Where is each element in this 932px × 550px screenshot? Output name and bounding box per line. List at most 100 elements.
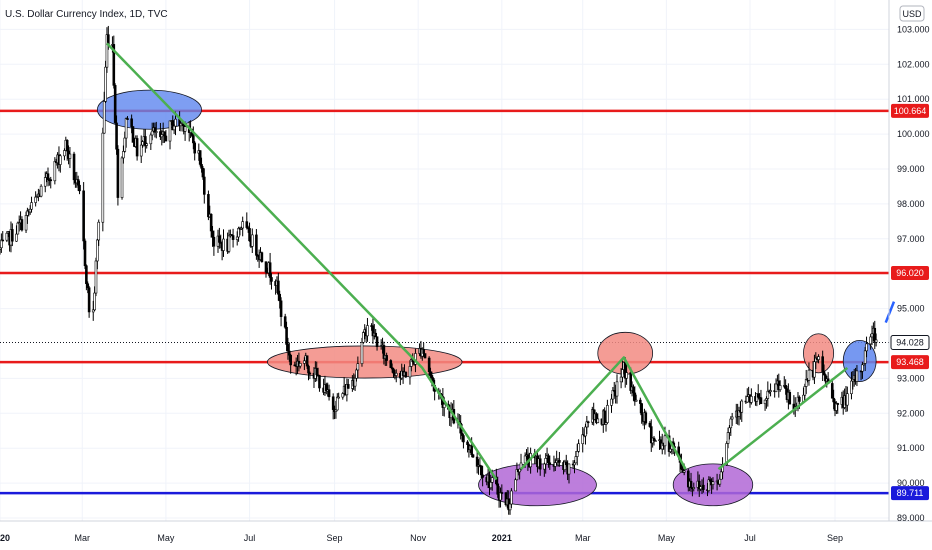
price-tag-label: 93.468 <box>896 357 924 367</box>
currency-button[interactable]: USD <box>899 5 925 22</box>
price-tick-label: 101.000 <box>897 94 930 104</box>
candle-body <box>255 234 258 256</box>
trend-line[interactable] <box>106 42 498 481</box>
candle-body <box>172 125 176 131</box>
candle-body <box>356 363 360 371</box>
candle-body <box>750 396 753 403</box>
candle-body <box>144 136 147 146</box>
candle-body <box>16 222 20 235</box>
candle-body <box>807 369 811 381</box>
candle-body <box>346 384 350 389</box>
candle-body <box>145 143 149 146</box>
candle-body <box>24 215 28 231</box>
candle-body <box>341 393 345 398</box>
candle-body <box>639 399 642 404</box>
candle-body <box>222 238 225 251</box>
candle-body <box>250 234 254 247</box>
candle-body <box>874 339 878 343</box>
candle-body <box>798 396 801 402</box>
candle-body <box>130 118 133 127</box>
candle-body <box>471 454 475 458</box>
candle-body <box>603 410 606 425</box>
candle-body <box>120 157 124 198</box>
candle-body <box>149 134 153 145</box>
candle-body <box>335 396 339 411</box>
candle-body <box>63 150 66 157</box>
price-tick-label: 90.000 <box>897 478 925 488</box>
candle-body <box>198 150 202 165</box>
candle-body <box>131 126 135 143</box>
candle-body <box>649 426 653 444</box>
candle-body <box>307 365 310 374</box>
candle-body <box>634 399 638 402</box>
candle-body <box>285 326 288 345</box>
candle-body <box>699 486 702 490</box>
candle-body <box>46 173 50 180</box>
candle-body <box>518 468 521 473</box>
trend-line[interactable] <box>520 356 687 470</box>
candle-body <box>303 360 306 364</box>
candle-body <box>337 396 340 399</box>
time-tick-label: Mar <box>75 533 91 543</box>
candle-body <box>241 221 244 229</box>
candle-body <box>577 443 580 452</box>
candle-body <box>803 386 807 396</box>
candle-body <box>429 371 432 376</box>
candle-body <box>105 34 109 68</box>
candle-body <box>278 293 282 302</box>
candle-body <box>353 377 357 387</box>
candle-body <box>39 185 43 197</box>
projection-line[interactable] <box>884 301 896 324</box>
candle-body <box>362 332 365 343</box>
candle-body <box>126 118 129 120</box>
candle-body <box>5 232 9 241</box>
candle-body <box>553 462 557 467</box>
candle-body <box>855 370 859 382</box>
candle-body <box>479 465 483 476</box>
time-tick-label: Sep <box>827 533 843 543</box>
candle-body <box>101 132 105 223</box>
candle-body <box>729 418 733 429</box>
candle-body <box>423 353 427 359</box>
candle-body <box>279 300 283 317</box>
candle-body <box>573 462 576 466</box>
candle-body <box>270 277 273 282</box>
time-axis: 2020 Mar May Jul Sep Nov 2021 Mar May Jul Sep <box>0 533 843 543</box>
candle-body <box>385 355 388 361</box>
candle-body <box>460 432 464 436</box>
time-tick-label: Jul <box>744 533 756 543</box>
time-tick-label: Mar <box>575 533 591 543</box>
candle-body <box>123 137 127 152</box>
candle-body <box>430 375 434 379</box>
candle-body <box>726 432 730 444</box>
price-tick-label: 97.000 <box>897 234 925 244</box>
highlight-ellipse[interactable] <box>803 333 835 374</box>
price-tag <box>891 266 929 281</box>
candle-body <box>813 361 816 378</box>
candle-body <box>410 358 413 367</box>
candle-body <box>327 389 331 398</box>
candle-body <box>784 385 787 390</box>
candle-body <box>86 283 90 289</box>
candle-body <box>112 44 116 86</box>
candle-body <box>574 456 578 464</box>
candle-body <box>91 309 95 313</box>
candle-body <box>836 403 840 405</box>
candle-body <box>174 118 177 127</box>
highlight-ellipse[interactable] <box>842 339 877 382</box>
candle-body <box>548 462 552 465</box>
candle-body <box>68 153 72 159</box>
candle-body <box>510 490 513 505</box>
candle-body <box>728 427 731 433</box>
candle-body <box>59 155 62 165</box>
candle-body <box>625 372 628 379</box>
candle-body <box>774 383 778 393</box>
candle-body <box>289 354 292 366</box>
candle-body <box>96 239 99 262</box>
price-tag-label: 94.028 <box>896 338 924 348</box>
trend-line[interactable] <box>717 366 849 471</box>
candle-body <box>669 448 672 452</box>
candle-body <box>632 386 635 394</box>
price-tag-label: 89.711 <box>897 488 924 498</box>
